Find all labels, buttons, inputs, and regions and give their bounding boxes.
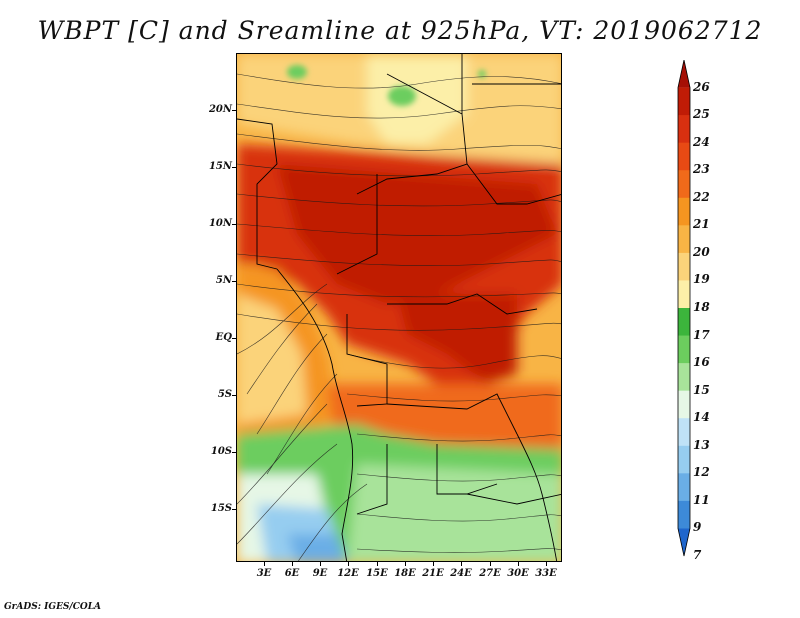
grads-credit: GrADS: IGES/COLA <box>4 602 102 612</box>
colorbar-outline <box>677 60 691 557</box>
colorbar-label: 14 <box>693 410 710 425</box>
lon-tick <box>461 562 462 566</box>
colorbar-label: 17 <box>693 327 710 342</box>
lon-label-21e: 21E <box>422 568 444 579</box>
lat-tick <box>232 395 236 396</box>
colorbar-segment <box>678 308 690 337</box>
lat-label-20n: 20N <box>208 104 232 115</box>
lon-tick <box>264 562 265 566</box>
lat-label-15n: 15N <box>208 161 232 172</box>
colorbar-segment <box>678 390 690 419</box>
wbpt-field-map <box>237 54 561 561</box>
colorbar-segment <box>678 445 690 474</box>
streamlines <box>237 73 561 561</box>
lon-label-12e: 12E <box>337 568 359 579</box>
colorbar-label: 18 <box>693 300 710 314</box>
lon-tick <box>292 562 293 566</box>
lon-label-9e: 9E <box>312 568 328 579</box>
map-title: WBPT [C] and Sreamline at 925hPa, VT: 20… <box>37 16 763 45</box>
lon-tick <box>433 562 434 566</box>
colorbar-segment <box>678 142 690 171</box>
lon-label-24e: 24E <box>450 568 472 579</box>
lat-tick <box>232 338 236 339</box>
lon-label-30e: 30E <box>507 568 529 579</box>
lon-tick <box>377 562 378 566</box>
colorbar-label: 13 <box>693 437 710 452</box>
colorbar-segment <box>678 60 690 88</box>
lon-label-27e: 27E <box>479 568 501 579</box>
lat-tick <box>232 509 236 510</box>
colorbar-label: 12 <box>693 465 710 480</box>
lon-label-33e: 33E <box>535 568 557 579</box>
colorbar-segment <box>678 363 690 392</box>
colorbar-label: 9 <box>693 520 702 535</box>
lon-tick <box>546 562 547 566</box>
colorbar-label: 23 <box>693 162 710 177</box>
colorbar-label: 25 <box>693 107 710 122</box>
lat-tick <box>232 452 236 453</box>
country-borders <box>237 54 561 561</box>
map-panel <box>236 53 562 562</box>
lat-label-15s: 15S <box>210 503 232 514</box>
colorbar-segment <box>678 473 690 502</box>
colorbar-label: 24 <box>693 134 710 149</box>
lat-label-5n: 5N <box>215 275 232 286</box>
lon-label-3e: 3E <box>256 568 272 579</box>
colorbar-segment <box>678 225 690 254</box>
colorbar-segment <box>678 115 690 144</box>
colorbar-label: 15 <box>693 382 710 397</box>
lat-label-eq: EQ <box>215 332 232 343</box>
colorbar-label: 11 <box>693 492 710 507</box>
colorbar-segment <box>678 87 690 116</box>
colorbar-segment <box>678 170 690 199</box>
north-green-patches <box>287 65 486 106</box>
lon-tick <box>405 562 406 566</box>
colorbar-segment <box>678 335 690 364</box>
lat-tick <box>232 110 236 111</box>
lat-tick <box>232 281 236 282</box>
colorbar-segment <box>678 418 690 447</box>
colorbar-label: 22 <box>693 189 710 204</box>
colorbar-border <box>677 60 691 557</box>
colorbar-segment <box>678 500 690 529</box>
colorbar-segments <box>678 60 690 556</box>
lon-label-6e: 6E <box>284 568 300 579</box>
colorbar-segment <box>678 252 690 281</box>
colorbar-segment <box>678 528 690 556</box>
lon-tick <box>490 562 491 566</box>
colorbar-label: 20 <box>693 244 710 259</box>
colorbar-segment <box>678 280 690 309</box>
lat-label-10s: 10S <box>210 446 232 457</box>
lon-label-18e: 18E <box>394 568 416 579</box>
colorbar-label: 7 <box>693 548 702 562</box>
lon-tick <box>518 562 519 566</box>
lat-label-5s: 5S <box>217 389 232 400</box>
colorbar <box>677 60 691 557</box>
colorbar-label: 19 <box>693 272 710 287</box>
lat-tick <box>232 224 236 225</box>
colorbar-label: 21 <box>693 217 710 232</box>
lon-tick <box>348 562 349 566</box>
lat-tick <box>232 167 236 168</box>
colorbar-segment <box>678 197 690 226</box>
colorbar-label: 26 <box>693 79 710 94</box>
lon-label-15e: 15E <box>366 568 388 579</box>
lat-label-10n: 10N <box>208 218 232 229</box>
temperature-shading <box>237 54 561 561</box>
lon-tick <box>320 562 321 566</box>
colorbar-label: 16 <box>693 355 710 370</box>
